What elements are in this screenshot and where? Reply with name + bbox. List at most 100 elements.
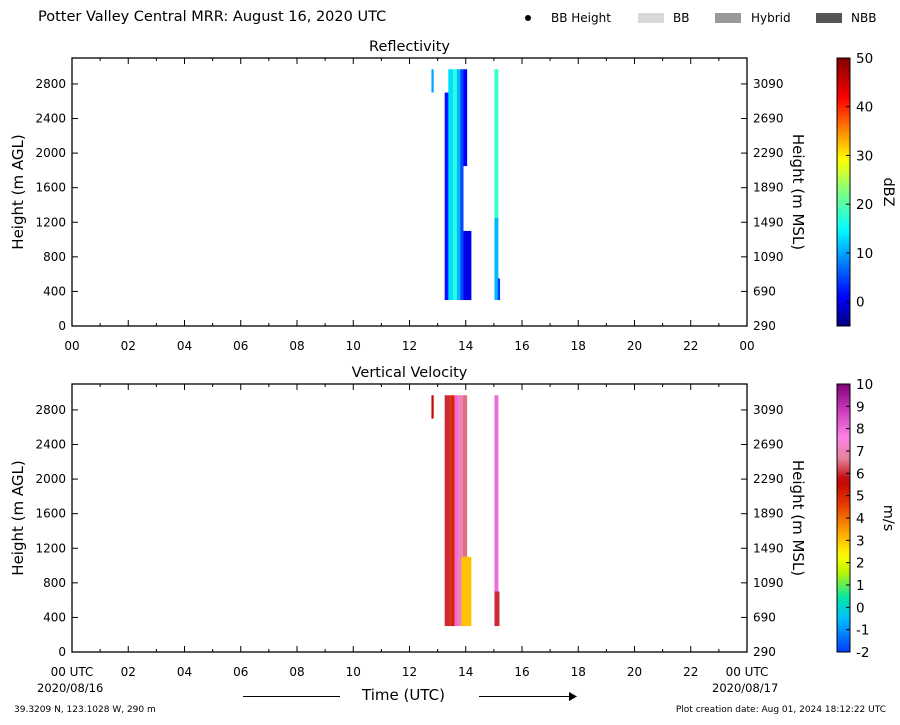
y-tick-label: 0 — [58, 319, 66, 333]
x-tick-label: 08 — [289, 339, 304, 353]
x-tick-label: 00 UTC — [726, 665, 769, 679]
data-column-velocity — [461, 556, 472, 627]
colorbar-tick-label: -1 — [856, 623, 869, 639]
y-tick-label-right: 1490 — [753, 541, 784, 555]
x-tick-label: 06 — [233, 665, 248, 679]
data-column-reflectivity — [444, 92, 450, 301]
y-tick-label-right: 1090 — [753, 576, 784, 590]
plot-frame-reflectivity — [71, 57, 748, 327]
colorbar-tick-label: 10 — [856, 377, 873, 393]
data-column-reflectivity — [431, 69, 434, 93]
colorbar-label-reflectivity: dBZ — [880, 177, 896, 206]
y-tick-label-right: 2690 — [753, 112, 784, 126]
y-tick-label: 800 — [43, 576, 66, 590]
data-column-reflectivity — [463, 69, 468, 167]
x-tick-label: 16 — [514, 339, 529, 353]
x-tick-label: 20 — [627, 339, 642, 353]
y-tick-label: 400 — [43, 610, 66, 624]
start-date-label: 2020/08/16 — [37, 681, 104, 695]
time-axis-left-line — [243, 696, 340, 697]
colorbar-tick-label: 8 — [856, 422, 865, 438]
legend-label-nbb: NBB — [851, 11, 877, 25]
x-tick-label: 10 — [346, 665, 361, 679]
y-tick-label-right: 3090 — [753, 77, 784, 91]
y-tick-label: 400 — [43, 284, 66, 298]
y-tick-label: 2400 — [35, 112, 66, 126]
x-tick-label: 16 — [514, 665, 529, 679]
chart-title: Potter Valley Central MRR: August 16, 20… — [38, 9, 387, 25]
data-column-reflectivity — [453, 69, 457, 301]
data-column-reflectivity — [460, 69, 464, 301]
y-tick-label-right: 690 — [753, 610, 776, 624]
x-tick-label: 04 — [177, 339, 192, 353]
y-tick-label-right: 290 — [753, 645, 776, 659]
data-column-velocity — [454, 395, 459, 627]
y-tick-label: 2800 — [35, 403, 66, 417]
y-tick-label-right: 690 — [753, 284, 776, 298]
colorbar-reflectivity — [836, 57, 851, 327]
y-tick-label-right: 290 — [753, 319, 776, 333]
data-column-velocity — [494, 591, 500, 627]
time-axis-right-line — [479, 696, 569, 697]
colorbar-tick-label: 4 — [856, 511, 865, 527]
end-date-label: 2020/08/17 — [712, 681, 779, 695]
station-coordinates: 39.3209 N, 123.1028 W, 290 m — [14, 705, 156, 715]
y-tick-label: 1200 — [35, 541, 66, 555]
x-tick-label: 18 — [571, 665, 586, 679]
x-tick-label: 22 — [683, 339, 698, 353]
x-tick-label: 08 — [289, 665, 304, 679]
y-tick-label: 1200 — [35, 215, 66, 229]
x-tick-label: 20 — [627, 665, 642, 679]
y-axis-label-right-reflectivity: Height (m MSL) — [789, 134, 807, 250]
y-tick-label: 1600 — [35, 181, 66, 195]
x-tick-label: 22 — [683, 665, 698, 679]
data-column-velocity — [458, 395, 463, 627]
bb-height-marker-icon — [525, 15, 531, 21]
x-tick-label: 18 — [571, 339, 586, 353]
panel-title-reflectivity: Reflectivity — [369, 39, 450, 55]
data-column-reflectivity — [494, 217, 499, 301]
legend-label-bb-height: BB Height — [551, 11, 611, 25]
data-column-reflectivity — [463, 230, 472, 301]
y-tick-label-right: 2290 — [753, 472, 784, 486]
x-tick-label: 04 — [177, 665, 192, 679]
legend-swatch-bb — [638, 13, 664, 23]
colorbar-tick-label: 0 — [856, 600, 865, 616]
colorbar-tick-label: 3 — [856, 533, 865, 549]
legend-swatch-nbb — [816, 13, 842, 23]
y-tick-label: 2800 — [35, 77, 66, 91]
data-column-velocity — [494, 395, 499, 592]
data-column-reflectivity — [456, 69, 461, 301]
colorbar-tick-label: 10 — [856, 246, 873, 262]
y-tick-label-right: 1890 — [753, 181, 784, 195]
data-column-reflectivity — [448, 69, 454, 301]
y-tick-label: 2400 — [35, 438, 66, 452]
x-tick-label: 14 — [458, 339, 473, 353]
x-tick-label: 02 — [121, 665, 136, 679]
x-tick-label: 02 — [121, 339, 136, 353]
colorbar-tick-label: 5 — [856, 489, 865, 505]
data-column-velocity — [462, 395, 468, 557]
y-tick-label-right: 1090 — [753, 250, 784, 264]
colorbar-tick-label: 0 — [856, 295, 865, 311]
x-tick-label: 00 — [739, 339, 754, 353]
colorbar-tick-label: 9 — [856, 399, 865, 415]
y-tick-label: 2000 — [35, 472, 66, 486]
y-axis-label-right-velocity: Height (m MSL) — [789, 460, 807, 576]
plot-frame-velocity — [71, 383, 748, 653]
y-tick-label-right: 2690 — [753, 438, 784, 452]
x-tick-label: 12 — [402, 339, 417, 353]
colorbar-tick-label: 40 — [856, 100, 873, 116]
legend-swatch-hybrid — [715, 13, 741, 23]
colorbar-tick-label: 30 — [856, 148, 873, 164]
y-tick-label: 2000 — [35, 146, 66, 160]
colorbar-tick-label: -2 — [856, 645, 869, 661]
y-axis-label-reflectivity: Height (m AGL) — [9, 134, 27, 249]
data-column-velocity — [444, 395, 451, 627]
y-tick-label-right: 2290 — [753, 146, 784, 160]
y-tick-label-right: 1490 — [753, 215, 784, 229]
colorbar-tick-label: 2 — [856, 556, 865, 572]
x-tick-label: 00 UTC — [51, 665, 94, 679]
data-column-reflectivity — [497, 278, 501, 301]
